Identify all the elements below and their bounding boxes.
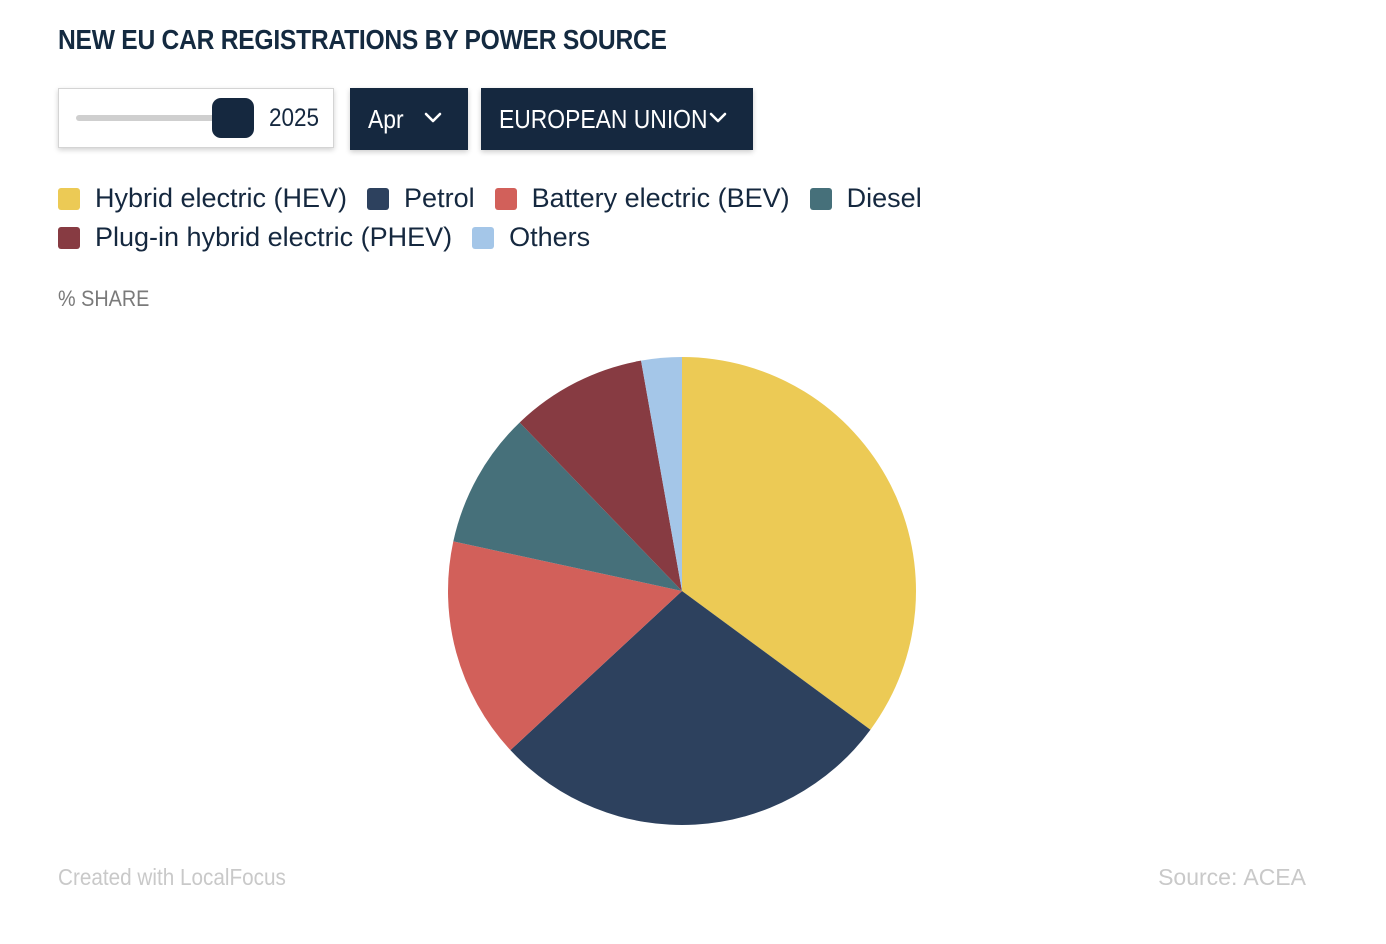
slider-track[interactable] <box>76 115 236 121</box>
source-note: Source: ACEA <box>1152 864 1306 891</box>
pie-slice-diesel[interactable] <box>453 422 682 591</box>
chevron-down-icon <box>709 112 727 123</box>
legend-item-others[interactable]: Others <box>472 222 591 252</box>
chart-title: NEW EU CAR REGISTRATIONS BY POWER SOURCE <box>58 24 667 55</box>
legend-swatch <box>367 187 390 210</box>
unit-label: % SHARE <box>58 286 150 311</box>
pie-slice-plug-in-hybrid-electric-phev[interactable] <box>519 360 682 591</box>
legend-label: Petrol <box>404 183 475 213</box>
legend-label: Plug-in hybrid electric (PHEV) <box>95 222 453 252</box>
legend-label: Battery electric (BEV) <box>531 183 790 213</box>
region-dropdown[interactable]: EUROPEAN UNION <box>481 88 753 150</box>
chevron-down-icon <box>424 112 442 123</box>
legend-swatch <box>58 187 80 210</box>
legend-label: Diesel <box>846 183 922 213</box>
region-dropdown-label: EUROPEAN UNION <box>499 103 708 134</box>
legend-item-plug-in-hybrid-electric-phev[interactable]: Plug-in hybrid electric (PHEV) <box>58 222 453 252</box>
legend-item-hybrid-electric-hev[interactable]: Hybrid electric (HEV) <box>58 183 348 213</box>
slider-thumb[interactable] <box>212 98 254 138</box>
chart-legend: Hybrid electric (HEV) Petrol Battery elect… <box>58 183 1318 252</box>
source-value[interactable]: ACEA <box>1243 864 1306 890</box>
credit-link[interactable]: Created with LocalFocus <box>58 864 286 890</box>
legend-item-diesel[interactable]: Diesel <box>809 183 922 213</box>
legend-label: Others <box>509 222 591 252</box>
legend-swatch <box>809 187 832 210</box>
legend-swatch <box>472 226 495 249</box>
legend-label: Hybrid electric (HEV) <box>95 183 348 213</box>
month-dropdown-label: Apr <box>368 103 404 134</box>
year-slider[interactable]: 2025 <box>58 88 334 148</box>
month-dropdown[interactable]: Apr <box>350 88 468 150</box>
legend-item-petrol[interactable]: Petrol <box>367 183 475 213</box>
source-label: Source: <box>1158 864 1238 890</box>
selected-year: 2025 <box>269 104 320 132</box>
pie-slice-hybrid-electric-hev[interactable] <box>682 357 917 730</box>
legend-item-battery-electric-bev[interactable]: Battery electric (BEV) <box>494 183 790 213</box>
pie-slice-petrol[interactable] <box>510 591 871 826</box>
pie-slice-others[interactable] <box>641 357 682 591</box>
legend-swatch <box>494 187 517 210</box>
legend-swatch <box>58 226 80 249</box>
pie-slice-battery-electric-bev[interactable] <box>447 541 682 751</box>
